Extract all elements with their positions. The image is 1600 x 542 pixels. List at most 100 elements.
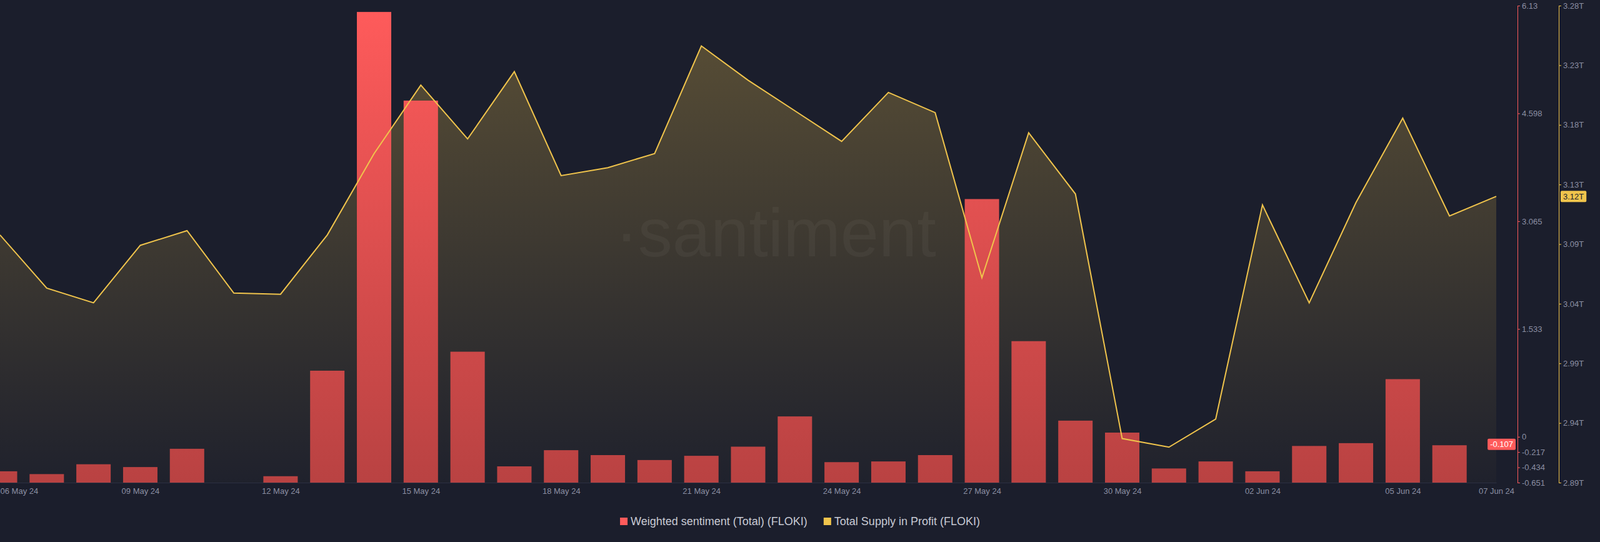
sentiment-bar: [403, 100, 439, 483]
y-tick: 1.533: [1517, 324, 1543, 334]
y-tick-mark: [1517, 436, 1520, 438]
x-tick-label: 18 May 24: [542, 486, 581, 496]
sentiment-bar: [1245, 471, 1280, 483]
sentiment-bar: [170, 448, 205, 483]
x-tick-label: 21 May 24: [682, 486, 721, 496]
sentiment-bar: [1011, 341, 1046, 483]
y2-tick-label: 2.89T: [1563, 478, 1584, 488]
x-tick-label: 30 May 24: [1103, 486, 1142, 496]
y2-tick-mark: [1558, 363, 1562, 364]
y-tick: 3.065: [1517, 216, 1543, 227]
y2-tick: 3.09T: [1558, 239, 1584, 249]
y-tick-mark: [1517, 482, 1520, 484]
sentiment-bar: [450, 351, 485, 483]
y2-tick: 2.94T: [1558, 418, 1584, 428]
value-badge: 3.12T: [1560, 190, 1587, 202]
supply-line: [0, 46, 1497, 448]
y-tick: 6.13: [1517, 1, 1538, 11]
sentiment-bar: [1151, 468, 1187, 483]
sentiment-bar: [824, 461, 859, 483]
x-tick: 15 May 24: [401, 482, 440, 496]
y-tick: -0.651: [1517, 478, 1545, 488]
y2-tick-label: 3.09T: [1563, 239, 1584, 249]
y-axis: 6.134.5983.0651.5330-0.217-0.434-0.651: [1517, 1, 1545, 488]
sentiment-bar: [356, 11, 392, 483]
y2-axis-line: [1559, 6, 1562, 484]
x-tick: 07 Jun 24: [1478, 482, 1515, 496]
y2-tick-label: 2.94T: [1563, 418, 1584, 428]
y2-tick-mark: [1558, 184, 1562, 185]
y-tick-label: 4.598: [1521, 108, 1543, 119]
y-tick-mark: [1517, 5, 1520, 7]
x-tick-label: 02 Jun 24: [1245, 486, 1281, 496]
legend: Weighted sentiment (Total) (FLOKI) Total …: [620, 515, 980, 528]
legend-label: Total Supply in Profit (FLOKI): [834, 515, 980, 528]
sentiment-bar: [263, 476, 298, 483]
sentiment-bar: [1105, 432, 1140, 483]
x-tick: 27 May 24: [963, 482, 1002, 496]
x-tick-label: 27 May 24: [963, 486, 1002, 496]
y2-tick-label: 3.18T: [1563, 120, 1584, 130]
y2-tick: 2.99T: [1558, 358, 1584, 369]
y2-tick: 2.89T: [1558, 478, 1584, 488]
x-tick: 24 May 24: [823, 482, 862, 496]
sentiment-bar: [76, 464, 111, 483]
sentiment-bar: [731, 446, 766, 483]
y2-tick: 3.18T: [1558, 120, 1584, 130]
y-axis-line: [1518, 6, 1521, 484]
x-axis: 06 May 2409 May 2412 May 2415 May 2418 M…: [0, 482, 1515, 496]
sentiment-bar: [1338, 443, 1374, 483]
y-tick: -0.217: [1517, 447, 1545, 457]
legend-item: Total Supply in Profit (FLOKI): [823, 515, 980, 528]
x-tick-label: 05 Jun 24: [1385, 486, 1421, 496]
y2-tick-label: 2.99T: [1563, 358, 1584, 369]
legend-label: Weighted sentiment (Total) (FLOKI): [630, 515, 808, 528]
legend-item: Weighted sentiment (Total) (FLOKI): [620, 515, 808, 528]
y2-tick-mark: [1558, 244, 1562, 245]
y2-tick: 3.04T: [1558, 299, 1584, 309]
sentiment-bar: [1058, 420, 1093, 483]
y2-tick: 3.13T: [1558, 180, 1584, 190]
value-badge: -0.107: [1487, 438, 1516, 450]
y2-tick-mark: [1558, 303, 1562, 305]
x-tick: 21 May 24: [682, 482, 721, 496]
legend-swatch: [823, 517, 832, 525]
x-tick: 30 May 24: [1103, 482, 1142, 496]
sentiment-bar: [918, 455, 953, 483]
x-axis-line: [0, 482, 1497, 484]
sentiment-bar: [496, 466, 532, 483]
x-tick-label: 15 May 24: [401, 486, 440, 496]
x-tick-label: 09 May 24: [121, 486, 160, 496]
sentiment-bar: [123, 466, 158, 483]
sentiment-bar: [590, 455, 625, 483]
x-tick: 09 May 24: [121, 482, 160, 496]
y-tick-label: 1.533: [1521, 324, 1543, 334]
y-tick-label: 3.065: [1521, 216, 1543, 227]
y2-tick-label: 3.28T: [1563, 1, 1584, 11]
y2-tick: 3.28T: [1558, 1, 1584, 11]
badge-background: [1560, 190, 1587, 202]
sentiment-bar: [871, 461, 906, 483]
sentiment-bar: [684, 455, 719, 483]
y2-tick-mark: [1558, 125, 1562, 126]
x-tick-label: 07 Jun 24: [1478, 486, 1515, 496]
sentiment-bar: [0, 471, 18, 483]
y-tick-label: -0.217: [1521, 447, 1545, 457]
chart: ·santiment06 May 2409 May 2412 May 2415 …: [0, 0, 1600, 542]
y-tick-mark: [1517, 328, 1520, 330]
x-tick: 06 May 24: [0, 482, 39, 496]
y2-tick-mark: [1558, 65, 1562, 66]
badge-label: -0.107: [1490, 439, 1514, 449]
sentiment-bar: [1385, 378, 1420, 483]
y-tick: 4.598: [1517, 108, 1543, 119]
y-tick: 0: [1517, 431, 1527, 442]
y2-tick-mark: [1558, 423, 1562, 424]
sentiment-bar: [1198, 461, 1234, 483]
y-tick-mark: [1517, 113, 1520, 114]
x-tick: 18 May 24: [542, 482, 581, 496]
legend-swatch: [620, 517, 628, 525]
sentiment-bar: [543, 450, 579, 483]
supply-area: [0, 46, 1497, 483]
sentiment-bar: [777, 416, 812, 483]
y-tick-label: 0: [1521, 431, 1527, 442]
